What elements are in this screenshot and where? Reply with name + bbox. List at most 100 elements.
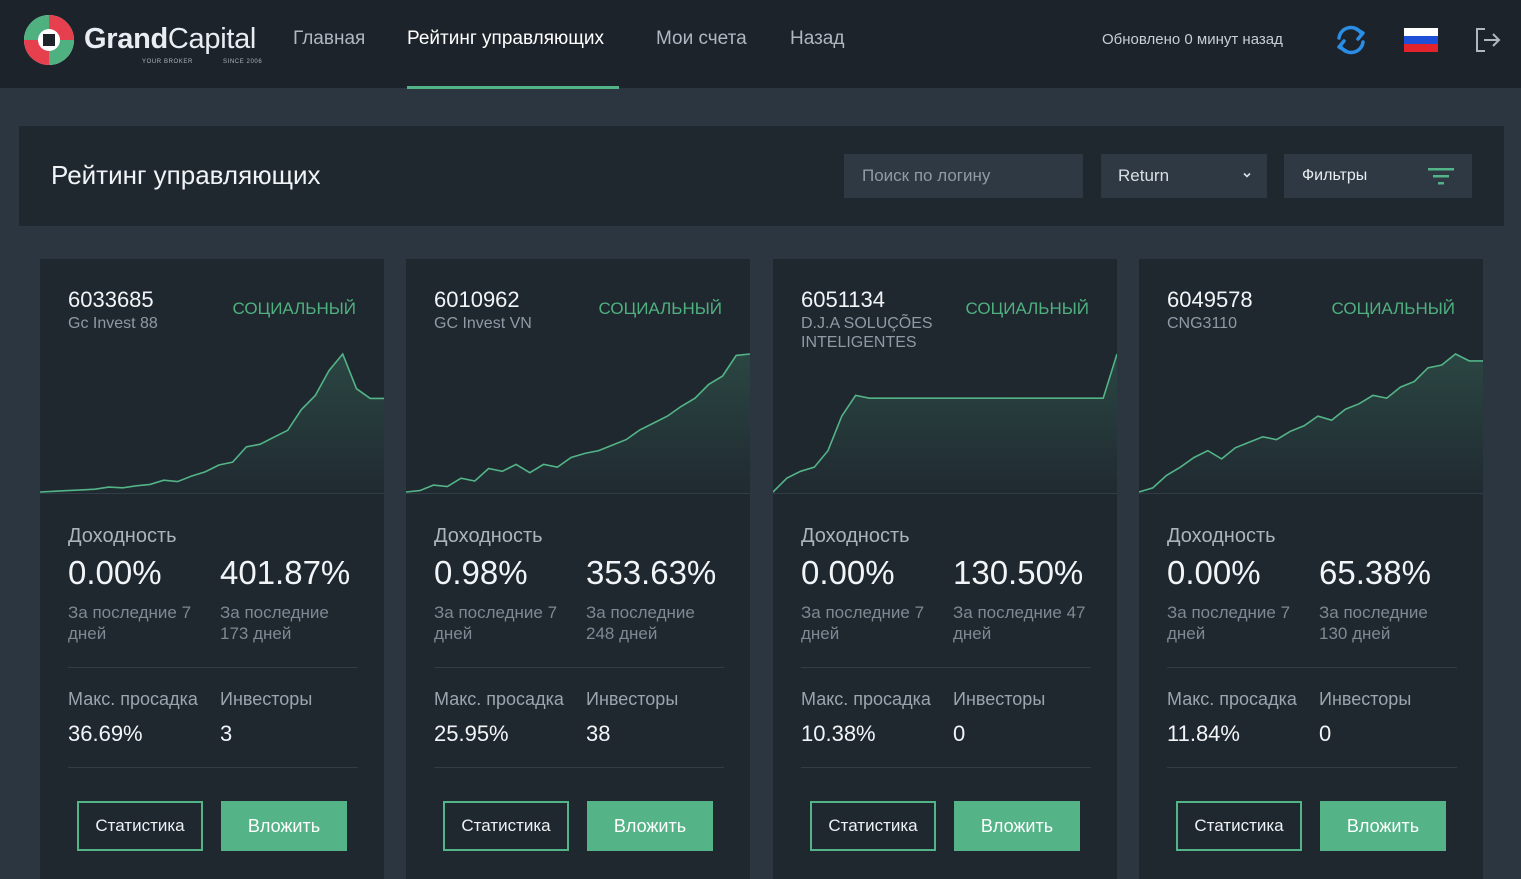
chart-divider xyxy=(406,493,750,494)
investors-value: 3 xyxy=(220,721,233,746)
account-type-badge: СОЦИАЛЬНЫЙ xyxy=(232,299,357,318)
nav-item-my-accounts[interactable]: Мои счета xyxy=(656,28,747,49)
return-label: Доходность xyxy=(68,525,177,547)
account-id[interactable]: 6033685 xyxy=(68,287,154,312)
manager-card: 6051134 D.J.A SOLUÇÕES INTELIGENTES СОЦИ… xyxy=(773,259,1117,879)
investors-label: Инвесторы xyxy=(586,689,679,709)
equity-chart xyxy=(406,353,750,494)
grandcapital-logo-icon xyxy=(24,15,74,65)
logout-icon[interactable] xyxy=(1474,26,1502,54)
return-total-value: 130.50% xyxy=(953,554,1084,591)
return-total-value: 353.63% xyxy=(586,554,717,591)
manager-name: CNG3110 xyxy=(1167,315,1237,332)
period-7d-label: За последние 7 дней xyxy=(1167,603,1291,643)
chart-line xyxy=(773,353,1117,493)
equity-chart xyxy=(1139,353,1483,494)
invest-button[interactable]: Вложить xyxy=(954,801,1080,851)
return-label: Доходность xyxy=(434,525,543,547)
period-7d-label: За последние 7 дней xyxy=(68,603,192,643)
filters-button[interactable]: Фильтры xyxy=(1284,154,1472,198)
manager-name: D.J.A SOLUÇÕES INTELIGENTES xyxy=(801,315,933,351)
investors-value: 0 xyxy=(1319,721,1332,746)
period-total-label: За последние 173 дней xyxy=(220,603,329,643)
chart-line xyxy=(1139,353,1483,493)
return-total-value: 65.38% xyxy=(1319,554,1431,591)
search-input[interactable] xyxy=(844,154,1083,198)
equity-chart xyxy=(40,352,384,494)
drawdown-value: 11.84% xyxy=(1167,721,1240,746)
brand-tagline: YOUR BROKER SINCE 2006 xyxy=(142,59,263,65)
period-7d-label: За последние 7 дней xyxy=(434,603,558,643)
refresh-icon[interactable] xyxy=(1334,24,1368,56)
drawdown-label: Макс. просадка xyxy=(1167,689,1297,709)
investors-value: 0 xyxy=(953,721,966,746)
divider xyxy=(1167,667,1457,668)
brand-logo[interactable]: GrandCapital YOUR BROKER SINCE 2006 xyxy=(22,13,262,69)
divider xyxy=(1167,767,1457,768)
investors-value: 38 xyxy=(586,721,611,746)
sort-select-value: Return xyxy=(1118,166,1170,185)
rating-header-panel: Рейтинг управляющих Return Фильтры xyxy=(19,126,1504,226)
chart-divider xyxy=(40,493,384,494)
chart-area xyxy=(773,354,1117,494)
russia-flag-icon[interactable] xyxy=(1404,28,1438,52)
account-type-badge: СОЦИАЛЬНЫЙ xyxy=(965,299,1090,318)
divider xyxy=(68,667,358,668)
account-id[interactable]: 6049578 xyxy=(1167,287,1253,312)
return-label: Доходность xyxy=(1167,525,1276,547)
chart-area xyxy=(1139,354,1483,494)
chart-area xyxy=(406,354,750,494)
manager-name: GC Invest VN xyxy=(434,315,532,332)
investors-label: Инвесторы xyxy=(220,689,313,709)
manager-card: 6049578 CNG3110 СОЦИАЛЬНЫЙ Доходность 0.… xyxy=(1139,259,1483,879)
drawdown-value: 36.69% xyxy=(68,721,143,746)
filter-icon xyxy=(1428,168,1454,185)
return-label: Доходность xyxy=(801,525,910,547)
statistics-button[interactable]: Статистика xyxy=(443,801,569,851)
period-7d-label: За последние 7 дней xyxy=(801,603,925,643)
chart-area xyxy=(40,354,384,494)
chart-line xyxy=(40,352,384,493)
account-id[interactable]: 6051134 xyxy=(801,287,886,312)
account-type-badge: СОЦИАЛЬНЫЙ xyxy=(598,299,723,318)
account-type-badge: СОЦИАЛЬНЫЙ xyxy=(1331,299,1456,318)
return-7d-value: 0.00% xyxy=(68,554,162,591)
return-total-value: 401.87% xyxy=(220,554,351,591)
period-total-label: За последние 130 дней xyxy=(1319,603,1428,643)
manager-card: 6033685 Gc Invest 88 СОЦИАЛЬНЫЙ Доходнос… xyxy=(40,259,384,879)
invest-button[interactable]: Вложить xyxy=(1320,801,1446,851)
chart-divider xyxy=(773,493,1117,494)
sort-select[interactable]: Return xyxy=(1101,154,1267,198)
last-updated-status: Обновлено 0 минут назад xyxy=(1102,31,1283,48)
active-tab-indicator xyxy=(407,86,619,89)
manager-card: 6010962 GC Invest VN СОЦИАЛЬНЫЙ Доходнос… xyxy=(406,259,750,879)
drawdown-label: Макс. просадка xyxy=(801,689,931,709)
drawdown-label: Макс. просадка xyxy=(68,689,198,709)
period-total-label: За последние 248 дней xyxy=(586,603,695,643)
filters-label: Фильтры xyxy=(1302,167,1368,184)
divider xyxy=(68,767,358,768)
top-navigation-bar: GrandCapital YOUR BROKER SINCE 2006 Главн… xyxy=(0,0,1521,89)
statistics-button[interactable]: Статистика xyxy=(1176,801,1302,851)
chart-divider xyxy=(1139,493,1483,494)
chevron-down-icon xyxy=(1243,172,1251,178)
page-title: Рейтинг управляющих xyxy=(51,160,321,190)
nav-item-home[interactable]: Главная xyxy=(293,28,366,49)
invest-button[interactable]: Вложить xyxy=(587,801,713,851)
investors-label: Инвесторы xyxy=(1319,689,1412,709)
invest-button[interactable]: Вложить xyxy=(221,801,347,851)
drawdown-value: 25.95% xyxy=(434,721,509,746)
account-id[interactable]: 6010962 xyxy=(434,287,520,312)
manager-name: Gc Invest 88 xyxy=(68,315,158,332)
drawdown-label: Макс. просадка xyxy=(434,689,564,709)
statistics-button[interactable]: Статистика xyxy=(810,801,936,851)
brand-name: GrandCapital xyxy=(84,23,257,55)
nav-item-manager-rating[interactable]: Рейтинг управляющих xyxy=(407,28,604,49)
divider xyxy=(434,667,724,668)
period-total-label: За последние 47 дней xyxy=(953,603,1086,643)
nav-item-back[interactable]: Назад xyxy=(790,28,845,49)
return-7d-value: 0.00% xyxy=(1167,554,1261,591)
divider xyxy=(434,767,724,768)
return-7d-value: 0.98% xyxy=(434,554,528,591)
statistics-button[interactable]: Статистика xyxy=(77,801,203,851)
